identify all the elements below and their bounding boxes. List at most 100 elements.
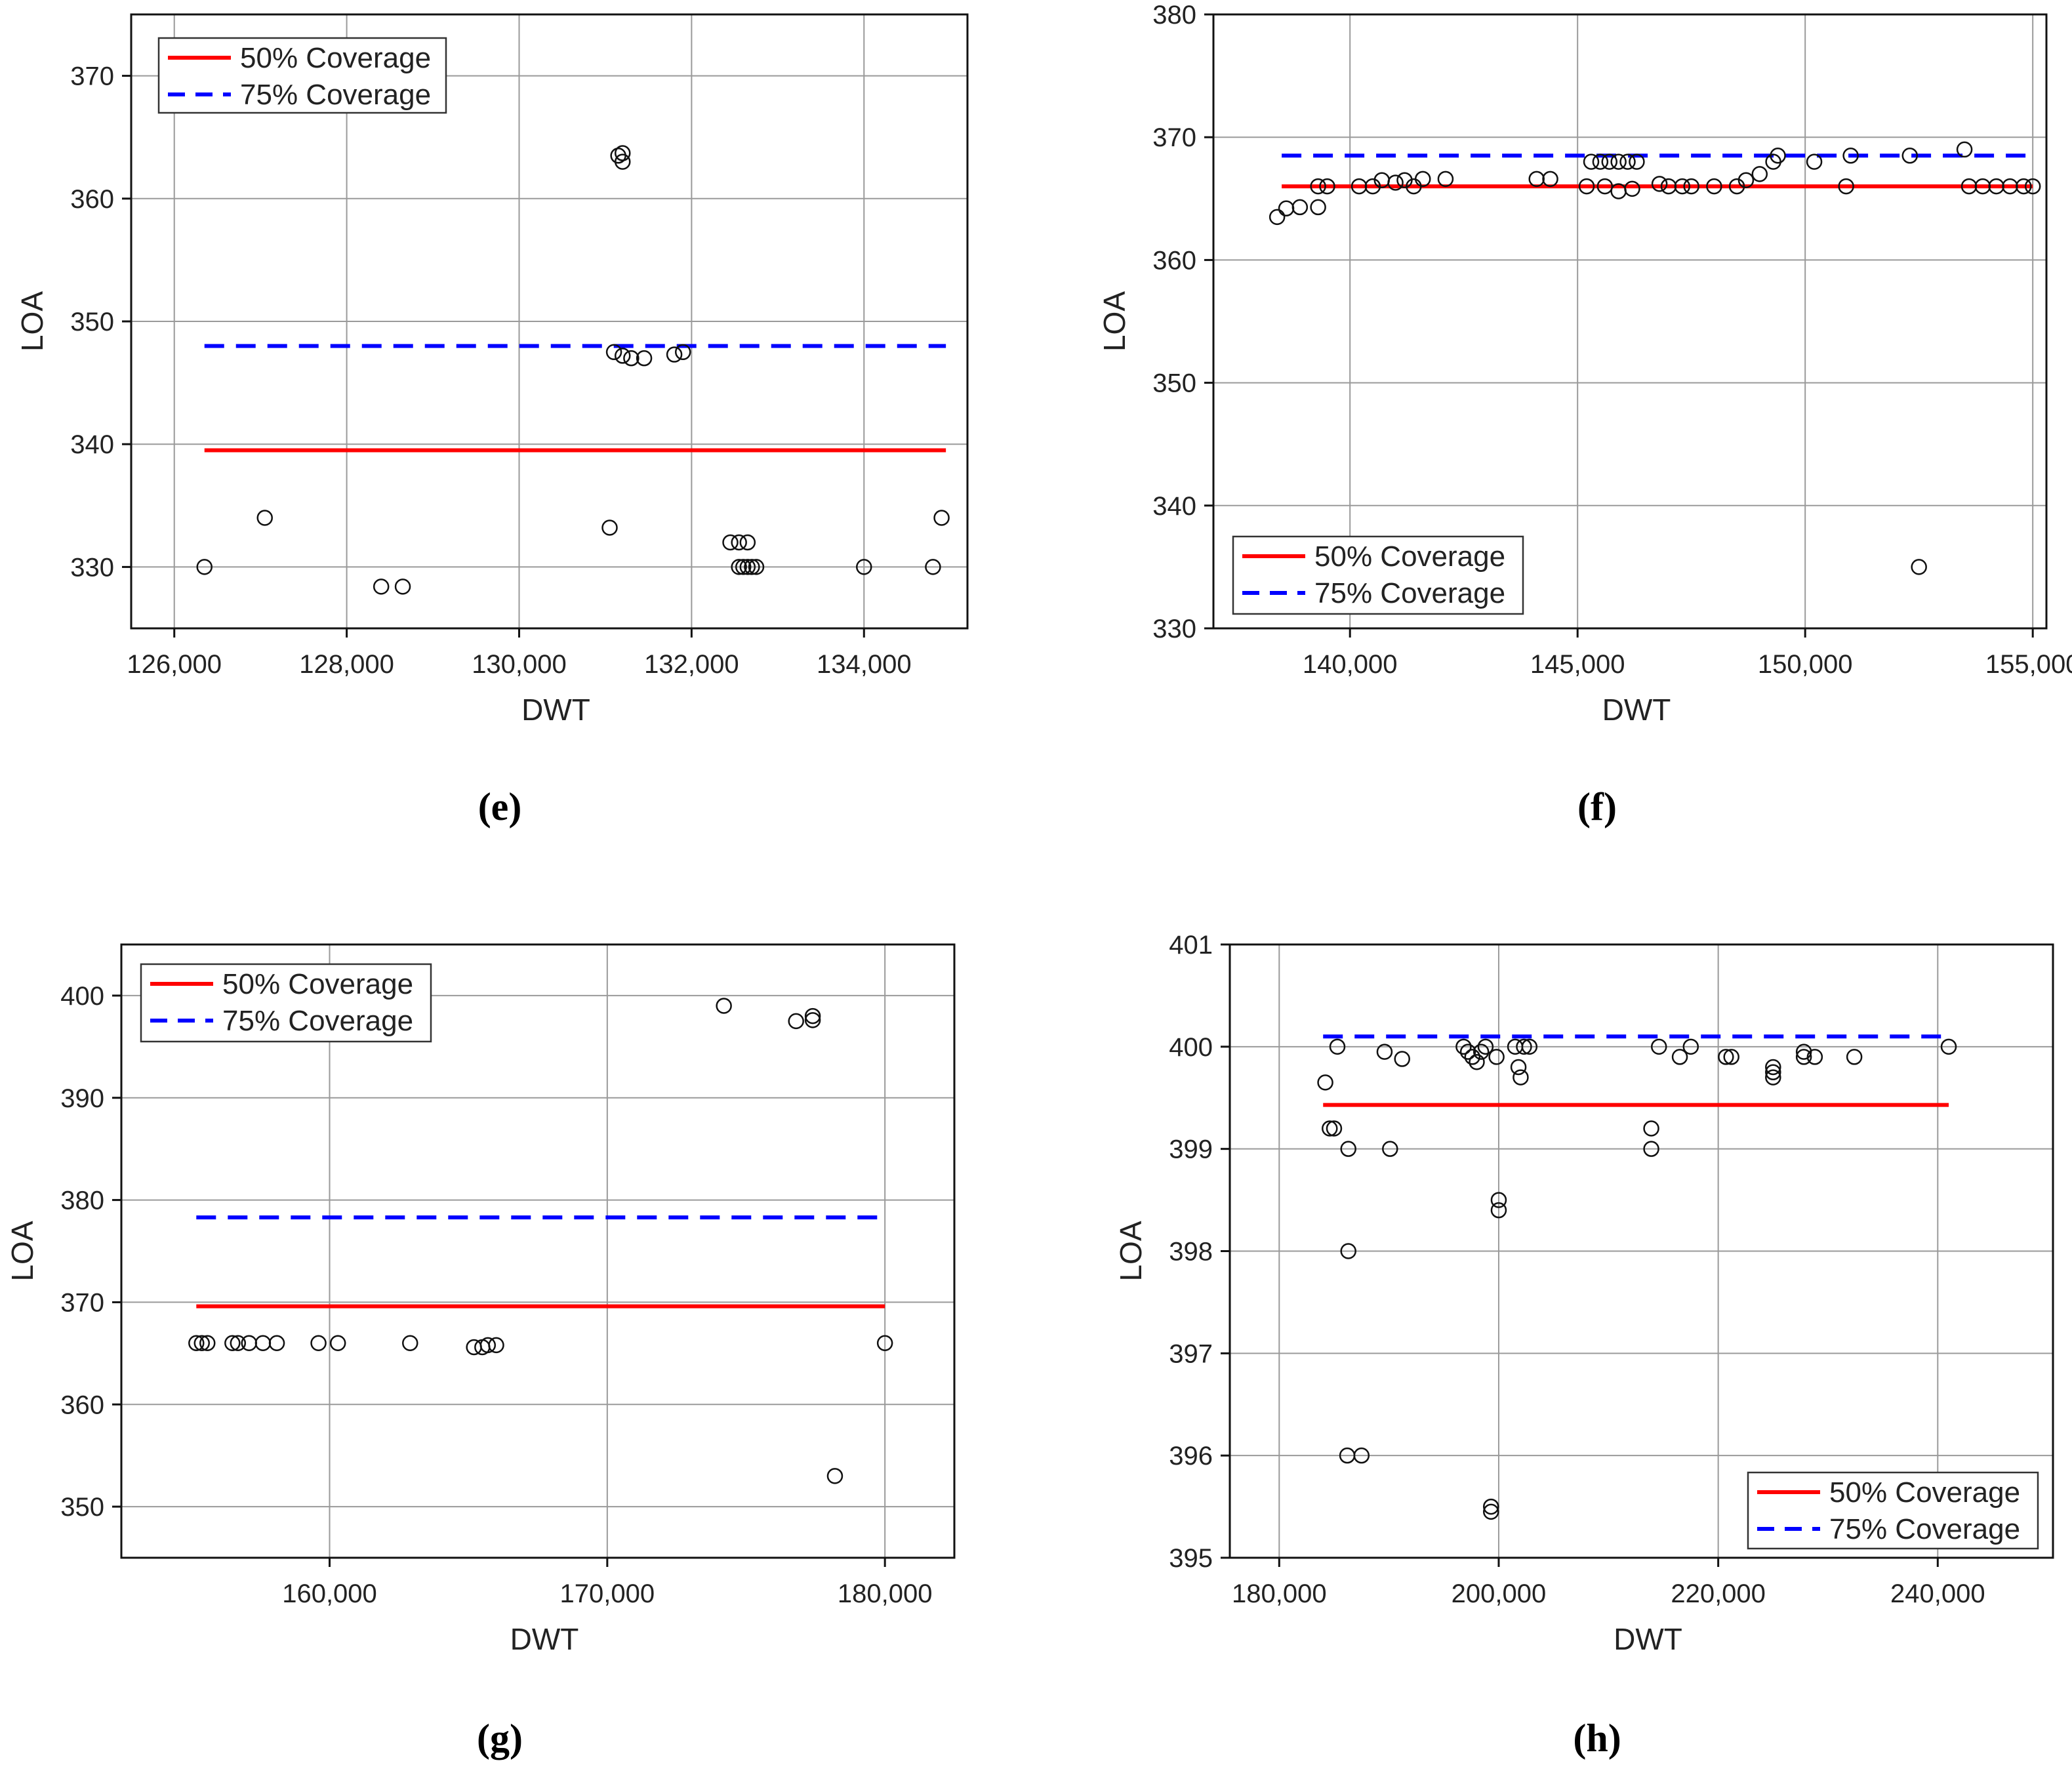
legend-label-50: 50% Coverage [1829, 1476, 2020, 1509]
y-tick-label: 397 [1169, 1339, 1213, 1368]
legend-box [140, 963, 432, 1043]
data-point [1488, 1049, 1505, 1065]
data-point [479, 1337, 497, 1354]
x-tick-label: 180,000 [838, 1579, 933, 1608]
data-point [1842, 148, 1859, 164]
data-point [1490, 1202, 1507, 1219]
data-point [1353, 1447, 1370, 1464]
x-tick-label: 150,000 [1758, 650, 1853, 679]
legend-label-75: 75% Coverage [240, 79, 431, 111]
y-tick-label: 340 [1152, 492, 1196, 521]
data-point [1765, 1064, 1781, 1081]
data-point [1464, 1049, 1481, 1065]
y-tick-label: 350 [1152, 369, 1196, 398]
y-axis-title: LOA [1114, 1221, 1148, 1281]
data-point [744, 559, 760, 575]
data-point [1340, 1141, 1356, 1157]
data-point [1578, 178, 1595, 195]
data-point [1795, 1049, 1812, 1065]
data-point [329, 1335, 346, 1351]
data-point [674, 344, 691, 361]
data-point [1414, 171, 1431, 188]
data-point [614, 348, 631, 364]
data-point [310, 1335, 327, 1351]
data-point [1490, 1192, 1507, 1208]
chart-panel-e: (e) 126,000 128,000 130,000 132,000 134,000 3… [15, 13, 969, 828]
data-point [1510, 1059, 1527, 1076]
data-point [199, 1335, 216, 1351]
y-tick-label: 330 [70, 553, 114, 582]
panel-label-e: (e) [478, 785, 522, 828]
y-tick-label: 380 [60, 1187, 104, 1215]
data-point [1326, 1120, 1343, 1137]
data-point [1269, 209, 1286, 226]
x-tick-label: 200,000 [1452, 1579, 1547, 1608]
data-point [1610, 153, 1627, 170]
data-point [193, 1335, 211, 1351]
data-point [1394, 1051, 1410, 1067]
x-tick-label: 130,000 [472, 650, 567, 679]
data-point [1583, 153, 1600, 170]
x-tick-label: 155,000 [1985, 650, 2072, 679]
x-tick-label: 180,000 [1232, 1579, 1327, 1608]
legend: 50% Coverage 75% Coverage [1232, 535, 1524, 615]
data-point [605, 344, 622, 361]
plot-frame [1212, 13, 2048, 630]
x-tick-label: 128,000 [299, 650, 394, 679]
x-axis-title: DWT [510, 1622, 579, 1656]
data-point [394, 578, 411, 595]
data-point [1521, 1038, 1538, 1055]
data-point [1310, 199, 1326, 216]
data-point [1596, 178, 1614, 195]
data-point [601, 519, 618, 536]
panel-label-h: (h) [1573, 1716, 1621, 1760]
data-point [1643, 1141, 1659, 1157]
data-point [1601, 153, 1618, 170]
data-point [735, 559, 752, 575]
data-point [731, 559, 747, 575]
data-point [1806, 153, 1823, 170]
chart-panel-f: (f) 140,000 145,000 150,000 155,000 330 340 35… [1097, 1, 2072, 828]
data-point [1671, 1049, 1688, 1065]
data-point [230, 1335, 247, 1351]
data-point [1911, 559, 1927, 575]
data-point [1940, 1038, 1957, 1055]
panel-label-f: (f) [1577, 785, 1617, 828]
y-tick-label: 360 [70, 185, 114, 214]
legend-label-75: 75% Coverage [1314, 577, 1505, 609]
legend-label-75: 75% Coverage [1829, 1513, 2020, 1545]
y-tick-label: 400 [60, 982, 104, 1011]
data-point [1516, 1038, 1532, 1055]
data-point [826, 1468, 843, 1484]
data-point [1683, 178, 1699, 195]
data-point [1806, 1049, 1823, 1065]
data-point [933, 510, 950, 526]
y-tick-label: 390 [60, 1084, 104, 1113]
data-point [739, 534, 756, 551]
data-point [1483, 1503, 1499, 1520]
data-point [748, 559, 765, 575]
x-tick-label: 170,000 [560, 1579, 655, 1608]
y-axis-title: LOA [1097, 291, 1131, 352]
data-point [876, 1335, 893, 1351]
x-tick-label: 134,000 [817, 650, 912, 679]
data-point [1706, 178, 1722, 195]
data-point [1956, 141, 1973, 158]
legend-box [1747, 1471, 2039, 1550]
x-tick-label: 140,000 [1303, 650, 1398, 679]
data-point [666, 346, 683, 363]
data-point [1382, 1141, 1398, 1157]
data-point [256, 510, 273, 526]
data-point [2024, 178, 2041, 195]
plot-frame [120, 943, 956, 1559]
y-tick-label: 340 [70, 430, 114, 459]
data-point [856, 559, 872, 575]
legend-box [157, 37, 447, 114]
data-point [925, 559, 941, 575]
y-tick-label: 396 [1169, 1442, 1213, 1471]
data-point [1455, 1038, 1472, 1055]
y-tick-label: 398 [1169, 1238, 1213, 1267]
data-point [1310, 178, 1326, 195]
data-point [1765, 1059, 1781, 1076]
